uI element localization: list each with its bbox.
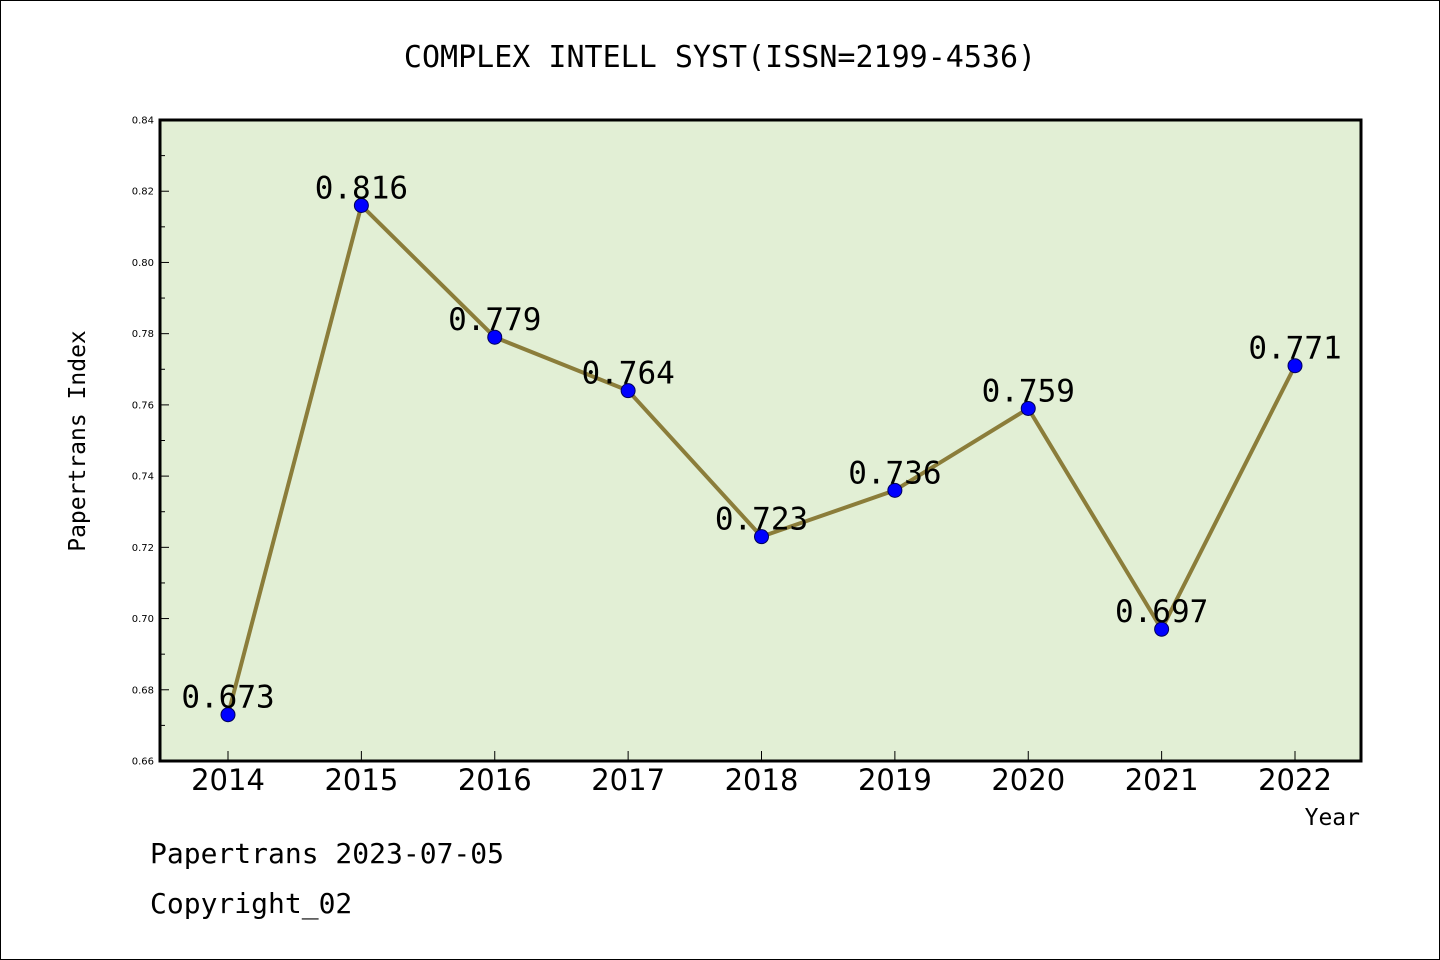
data-label: 0.673 xyxy=(181,680,274,716)
y-tick-label: 0.78 xyxy=(132,329,154,340)
x-tick-label: 2017 xyxy=(591,763,665,797)
data-point xyxy=(620,383,636,399)
data-label: 0.771 xyxy=(1248,331,1341,367)
data-labels: 0.673 0.816 0.779 0.764 0.723 0.736 0.759 0.697… xyxy=(181,170,1341,715)
chart-title: COMPLEX INTELL SYST(ISSN=2199-4536) xyxy=(404,40,1036,75)
y-tick-label: 0.68 xyxy=(132,685,154,696)
y-tick-label: 0.66 xyxy=(132,757,154,768)
x-tick-label: 2015 xyxy=(324,763,398,797)
y-tick-label: 0.80 xyxy=(132,258,154,269)
data-point xyxy=(1154,621,1170,637)
data-point xyxy=(487,329,503,345)
data-label: 0.764 xyxy=(581,356,674,392)
y-tick-label: 0.72 xyxy=(132,543,154,554)
data-label: 0.723 xyxy=(715,502,808,538)
plot-area xyxy=(158,118,1363,763)
data-point xyxy=(887,482,903,498)
x-axis-label: Year xyxy=(1305,805,1360,831)
y-axis-label: Papertrans Index xyxy=(65,330,91,552)
x-axis-ticks xyxy=(227,751,1296,761)
footer-copyright: Copyright_02 xyxy=(150,887,352,921)
data-point xyxy=(754,529,769,545)
y-tick-label: 0.84 xyxy=(132,116,154,127)
x-tick-label: 2014 xyxy=(191,763,265,797)
data-point xyxy=(220,707,236,723)
x-tick-label: 2016 xyxy=(458,763,532,797)
x-tick-label: 2019 xyxy=(858,763,932,797)
footer-date: Papertrans 2023-07-05 xyxy=(150,837,504,870)
y-tick-label: 0.70 xyxy=(132,614,154,625)
y-tick-label: 0.74 xyxy=(132,472,154,483)
data-point xyxy=(1020,400,1036,416)
data-point xyxy=(353,197,369,213)
y-axis-ticks xyxy=(160,155,169,726)
x-tick-label: 2021 xyxy=(1125,763,1199,797)
y-tick-label: 0.82 xyxy=(132,187,154,198)
x-tick-label: 2018 xyxy=(725,763,799,797)
data-label: 0.736 xyxy=(848,455,941,491)
data-markers xyxy=(220,197,1303,723)
data-point xyxy=(1287,358,1303,374)
x-tick-label: 2020 xyxy=(991,763,1065,797)
data-label: 0.816 xyxy=(315,170,408,206)
data-label: 0.697 xyxy=(1115,594,1208,630)
y-axis-tick-labels: 0.66 0.68 0.70 0.72 0.74 0.76 0.78 0.80 0.82 0.84 xyxy=(132,116,154,768)
x-axis-tick-labels: 2014 2015 2016 2017 2018 2019 2020 2021 2022 xyxy=(191,763,1332,797)
y-tick-label: 0.76 xyxy=(132,400,154,411)
data-label: 0.779 xyxy=(448,302,541,338)
x-tick-label: 2022 xyxy=(1258,763,1332,797)
data-label: 0.759 xyxy=(982,373,1075,409)
